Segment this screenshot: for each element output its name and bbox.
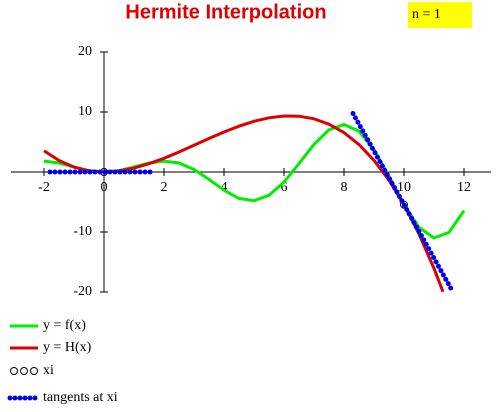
x-tick-label: 4 — [221, 180, 228, 195]
x-tick-label: -2 — [38, 180, 50, 195]
y-tick-label: 20 — [78, 44, 92, 59]
chart-title: Hermite Interpolation — [125, 1, 326, 23]
legend-label: y = f(x) — [43, 318, 86, 333]
annotation-box — [408, 2, 472, 28]
legend-label: y = H(x) — [43, 340, 92, 355]
y-tick-label: -10 — [73, 224, 92, 239]
legend: y = f(x) y = H(x) xi tangents at xi — [7, 318, 118, 405]
legend-swatch — [30, 367, 38, 375]
x-tick-label: 6 — [281, 180, 288, 195]
legend-label: tangents at xi — [43, 390, 118, 405]
x-tick-label: 0 — [101, 180, 108, 195]
x-tick-label: 12 — [457, 180, 471, 195]
y-tick-label: 10 — [78, 104, 92, 119]
tangent-line — [47, 111, 455, 293]
legend-label: xi — [43, 363, 54, 378]
legend-swatch — [10, 367, 18, 375]
legend-swatch — [20, 367, 28, 375]
annotation: n = 1 — [412, 7, 441, 22]
y-tick-label: -20 — [73, 284, 92, 299]
x-tick-label: 10 — [397, 180, 411, 195]
x-tick-label: 2 — [161, 180, 168, 195]
x-tick-label: 8 — [341, 180, 348, 195]
